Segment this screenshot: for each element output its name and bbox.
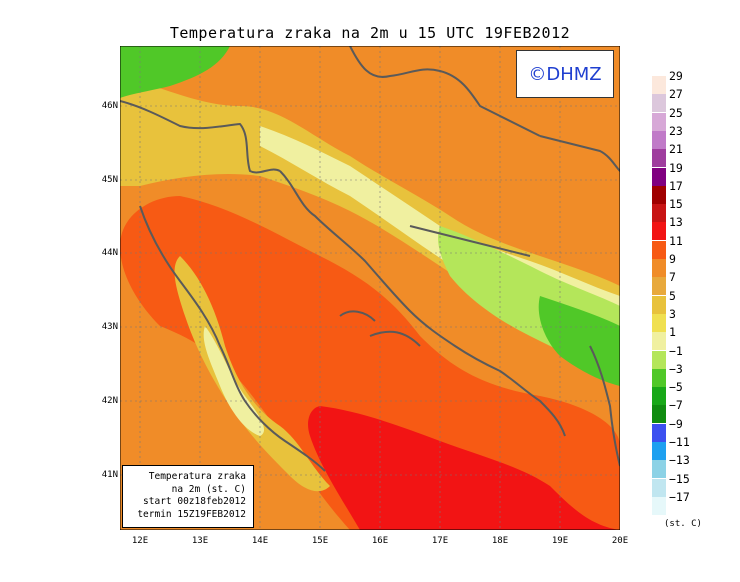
graticule xyxy=(120,46,620,530)
lat-label-45n: 45N xyxy=(101,175,118,185)
legend-label: 27 xyxy=(669,87,683,102)
legend-swatch xyxy=(652,332,666,351)
coastlines xyxy=(120,46,620,472)
lon-label-19e: 19E xyxy=(551,536,569,546)
map-title: Temperatura zraka na 2m u 15 UTC 19FEB20… xyxy=(169,24,571,42)
legend-swatch xyxy=(652,222,666,241)
lon-label-12e: 12E xyxy=(131,536,149,546)
legend-label: 11 xyxy=(669,233,683,248)
legend-label: 23 xyxy=(669,123,683,138)
lon-label-15e: 15E xyxy=(311,536,329,546)
legend-swatch xyxy=(652,204,666,223)
info-line-units: na 2m (st. C) xyxy=(171,483,246,495)
legend-swatch xyxy=(652,423,666,442)
lon-label-13e: 13E xyxy=(191,536,209,546)
legend-swatch xyxy=(652,405,666,424)
legend-label: 9 xyxy=(669,252,676,266)
legend-swatch xyxy=(652,387,666,406)
lon-label-16e: 16E xyxy=(371,536,389,546)
lon-label-14e: 14E xyxy=(251,536,269,546)
temperature-map xyxy=(120,46,620,530)
legend-label: −17 xyxy=(669,489,690,504)
lat-label-42n: 42N xyxy=(101,396,118,406)
field-sea-warm xyxy=(120,196,620,530)
legend-label: 1 xyxy=(669,325,676,340)
legend-swatch xyxy=(652,295,666,314)
legend-swatch xyxy=(652,185,666,204)
legend-label: 7 xyxy=(669,270,676,285)
legend-swatch xyxy=(652,130,666,149)
legend-units: (st. C) xyxy=(664,519,702,529)
legend-label: 21 xyxy=(669,142,683,157)
field-cold-east xyxy=(538,296,620,386)
field-cold-nw xyxy=(120,46,230,98)
legend-label: 13 xyxy=(669,215,683,230)
legend-swatch xyxy=(652,496,666,515)
legend-label: −15 xyxy=(669,471,690,486)
temperature-field xyxy=(120,46,620,530)
lon-label-20e: 20E xyxy=(611,536,629,546)
legend-label: 5 xyxy=(669,288,676,303)
field-hot-south xyxy=(308,406,620,530)
legend-label: 25 xyxy=(669,105,683,120)
lat-label-41n: 41N xyxy=(101,470,118,480)
legend-label: 19 xyxy=(669,160,683,175)
legend-swatch xyxy=(652,259,666,277)
legend-label: −11 xyxy=(669,435,690,449)
legend-label: −1 xyxy=(669,343,683,358)
legend-swatch xyxy=(652,277,666,296)
legend-label: −7 xyxy=(669,398,683,413)
legend-swatch xyxy=(652,442,666,460)
info-line-start: start 00z18feb2012 xyxy=(143,496,246,507)
legend-swatch xyxy=(652,368,666,387)
legend-label: −5 xyxy=(669,380,683,395)
legend-swatch xyxy=(652,240,666,259)
lon-label-18e: 18E xyxy=(491,536,509,546)
legend-swatch xyxy=(652,112,666,131)
dhmz-logo: ©DHMZ xyxy=(516,50,614,98)
info-line-termin: termin 15Z19FEB2012 xyxy=(137,508,246,520)
legend-label: −9 xyxy=(669,416,683,431)
info-line-variable: Temperatura zraka xyxy=(148,471,246,482)
legend-swatch xyxy=(652,76,666,94)
color-legend: 29 27 25 23 21 19 17 15 13 11 9 7 5 3 1 −1 −3 −5 −7 −9 −11 −1… xyxy=(652,70,732,515)
legend-label: 17 xyxy=(669,178,683,193)
legend-label: 15 xyxy=(669,197,683,212)
map-info-box: Temperatura zraka na 2m (st. C) start 00… xyxy=(122,465,254,528)
legend-swatch xyxy=(652,149,666,168)
lon-label-17e: 17E xyxy=(431,536,449,546)
legend-label: 29 xyxy=(669,69,683,83)
legend-swatch xyxy=(652,478,666,497)
legend-label: −3 xyxy=(669,361,683,376)
legend-swatch xyxy=(652,350,666,369)
legend-swatch xyxy=(652,313,666,332)
legend-label: 3 xyxy=(669,306,676,321)
legend-label: −13 xyxy=(669,453,690,468)
lat-label-46n: 46N xyxy=(101,101,118,111)
legend-swatch xyxy=(652,167,666,186)
lat-label-44n: 44N xyxy=(101,248,118,258)
legend-swatch xyxy=(652,94,666,113)
lat-label-43n: 43N xyxy=(101,322,118,332)
legend-swatch xyxy=(652,460,666,479)
field-apennine xyxy=(174,256,330,492)
